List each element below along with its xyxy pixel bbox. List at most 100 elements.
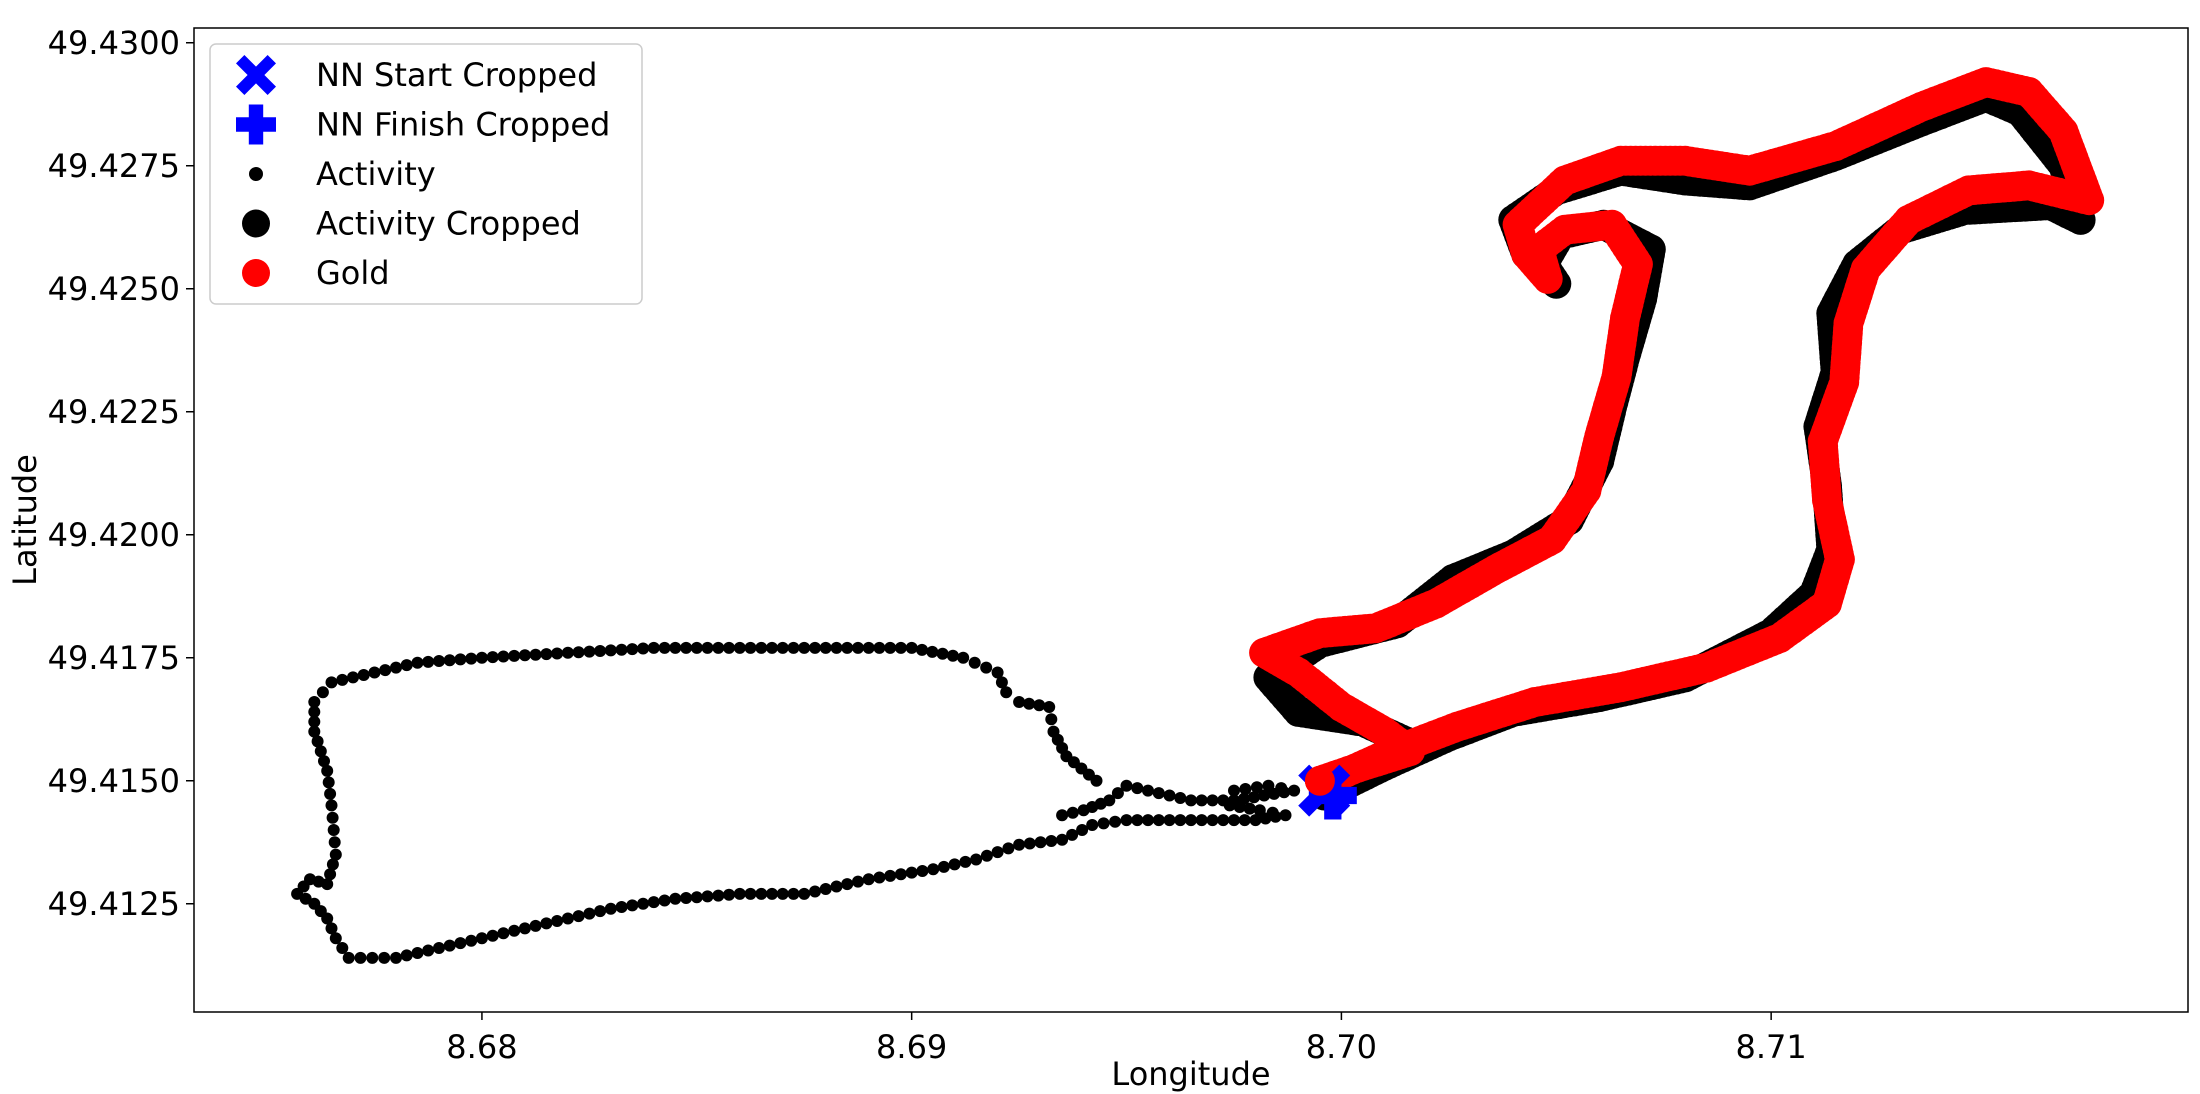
data-point bbox=[540, 917, 553, 930]
y-tick-label: 49.4150 bbox=[48, 762, 180, 800]
data-point bbox=[852, 875, 864, 888]
data-point bbox=[561, 646, 574, 659]
data-point bbox=[733, 641, 746, 654]
data-point bbox=[680, 641, 693, 654]
series-activity bbox=[291, 641, 1301, 964]
data-point bbox=[787, 641, 800, 654]
legend-marker-gold bbox=[242, 259, 270, 287]
data-point bbox=[336, 942, 349, 954]
data-point bbox=[787, 887, 800, 900]
data-point bbox=[378, 951, 391, 964]
data-point bbox=[342, 951, 355, 964]
data-point bbox=[572, 646, 585, 659]
data-point bbox=[970, 853, 983, 866]
y-axis-label: Latitude bbox=[6, 454, 44, 586]
data-point bbox=[422, 944, 435, 957]
data-point bbox=[1249, 814, 1262, 827]
data-point bbox=[354, 951, 367, 964]
data-point bbox=[324, 787, 337, 800]
data-point bbox=[755, 887, 768, 900]
data-point bbox=[927, 863, 940, 876]
data-point bbox=[368, 666, 381, 679]
data-point bbox=[529, 919, 542, 932]
data-point bbox=[798, 641, 811, 654]
data-point bbox=[422, 655, 435, 668]
data-point bbox=[1243, 802, 1256, 815]
data-point bbox=[841, 878, 854, 891]
data-point bbox=[1250, 781, 1263, 794]
data-point bbox=[321, 764, 334, 777]
data-point bbox=[1253, 804, 1266, 817]
data-point bbox=[1045, 713, 1058, 726]
data-point bbox=[325, 676, 338, 689]
data-point bbox=[991, 666, 1004, 679]
data-point bbox=[326, 811, 339, 824]
data-point bbox=[518, 649, 531, 662]
data-point bbox=[1000, 686, 1013, 699]
data-point bbox=[443, 939, 456, 952]
data-point bbox=[669, 892, 682, 905]
data-point bbox=[637, 642, 650, 655]
data-point bbox=[852, 641, 864, 654]
series-gold bbox=[1249, 67, 2105, 796]
data-point bbox=[862, 641, 875, 654]
data-point bbox=[968, 656, 981, 669]
data-point bbox=[819, 883, 832, 895]
data-point bbox=[1131, 782, 1144, 795]
data-point bbox=[327, 824, 340, 836]
data-point bbox=[400, 659, 413, 672]
data-point bbox=[486, 651, 499, 664]
data-point bbox=[905, 866, 918, 879]
data-point bbox=[884, 869, 897, 882]
legend-marker-nn-finish-cropped bbox=[236, 104, 276, 145]
data-point bbox=[390, 661, 402, 674]
data-point bbox=[744, 887, 757, 900]
data-point bbox=[347, 671, 359, 684]
data-point bbox=[1228, 794, 1240, 807]
data-point bbox=[658, 894, 671, 907]
data-point bbox=[733, 887, 746, 900]
data-point bbox=[411, 947, 424, 959]
data-point bbox=[1195, 814, 1208, 827]
legend-marker-activity bbox=[249, 167, 263, 181]
data-point bbox=[321, 912, 334, 925]
legend-label: Gold bbox=[316, 254, 390, 292]
data-point bbox=[322, 776, 335, 789]
data-point bbox=[830, 880, 843, 893]
data-point bbox=[937, 860, 950, 873]
data-point bbox=[776, 887, 789, 900]
data-point bbox=[551, 647, 564, 660]
data-point bbox=[411, 656, 424, 669]
data-point bbox=[454, 937, 467, 950]
legend-label: NN Start Cropped bbox=[316, 56, 597, 94]
data-point bbox=[475, 932, 488, 945]
data-point bbox=[318, 755, 330, 768]
data-point bbox=[936, 647, 949, 660]
data-point bbox=[314, 745, 327, 758]
data-point bbox=[1002, 842, 1015, 855]
data-point bbox=[326, 858, 339, 871]
x-axis-label: Longitude bbox=[1111, 1055, 1270, 1093]
data-point bbox=[894, 868, 907, 881]
data-point bbox=[583, 907, 596, 920]
data-point bbox=[1097, 817, 1110, 830]
data-point bbox=[366, 951, 379, 964]
data-point bbox=[1066, 806, 1079, 819]
data-point bbox=[583, 645, 596, 658]
data-point bbox=[1066, 828, 1079, 841]
data-point bbox=[594, 645, 607, 657]
data-point bbox=[1248, 791, 1260, 804]
data-point bbox=[1206, 814, 1219, 827]
y-tick-label: 49.4275 bbox=[48, 147, 180, 185]
data-point bbox=[324, 868, 337, 881]
data-point bbox=[637, 897, 650, 910]
data-point bbox=[1131, 814, 1144, 827]
data-point bbox=[400, 949, 413, 962]
data-point bbox=[1142, 814, 1154, 827]
data-point bbox=[626, 643, 639, 656]
data-point bbox=[819, 641, 832, 654]
data-point bbox=[1268, 787, 1281, 800]
data-point bbox=[1023, 697, 1036, 710]
data-point bbox=[379, 664, 392, 677]
data-point bbox=[905, 641, 918, 654]
